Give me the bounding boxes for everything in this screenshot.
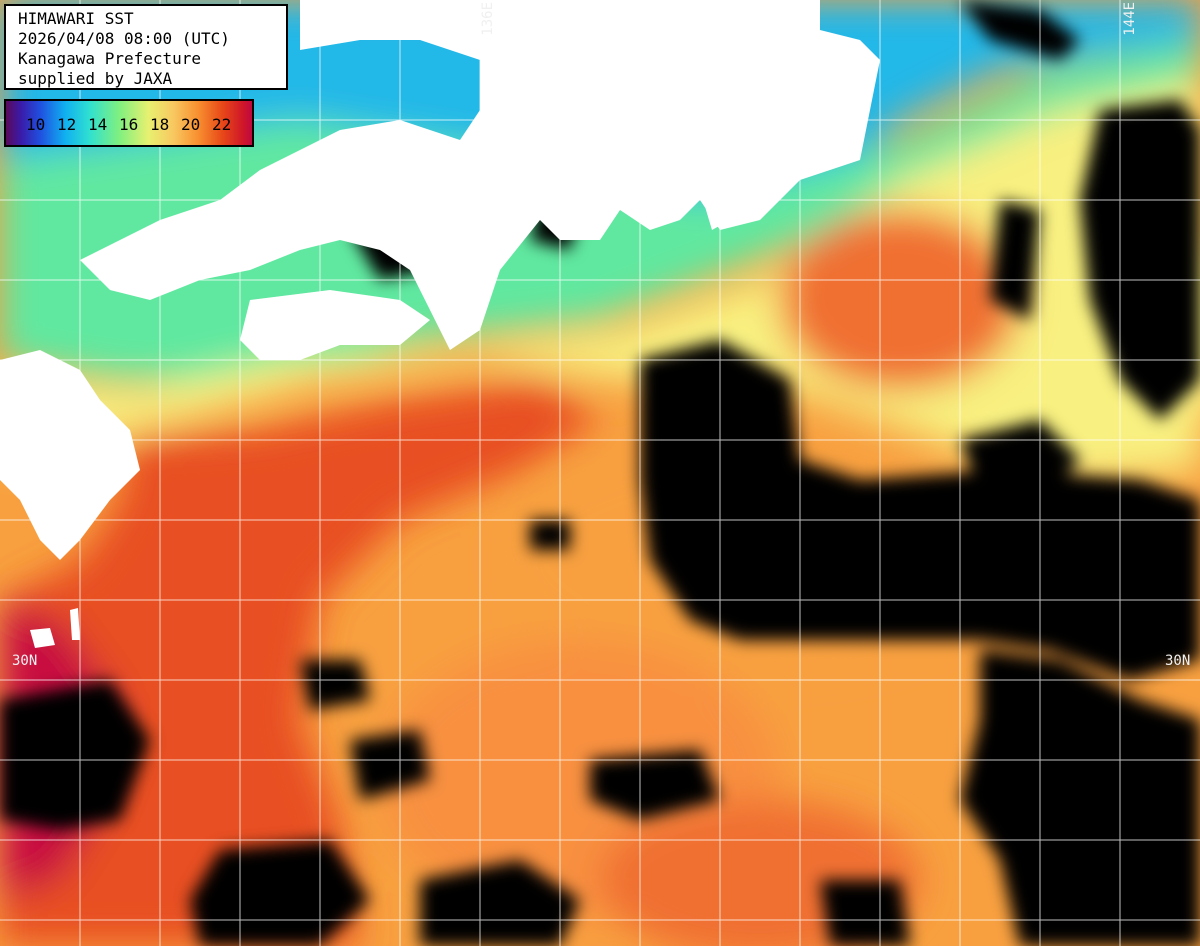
info-location: Kanagawa Prefecture bbox=[18, 49, 202, 68]
legend-label: 10 bbox=[26, 115, 46, 134]
color-scale-legend: 10 12 14 16 18 20 22 bbox=[4, 99, 254, 147]
info-title: HIMAWARI SST bbox=[18, 9, 134, 28]
info-datetime: 2026/04/08 08:00 (UTC) bbox=[18, 29, 230, 48]
info-supplier: supplied by JAXA bbox=[18, 69, 173, 88]
legend-label: 12 bbox=[57, 115, 77, 134]
legend-label: 18 bbox=[150, 115, 170, 134]
lon-label-144e: 144E bbox=[1122, 2, 1138, 36]
lat-label-30n-right: 30N bbox=[1165, 653, 1191, 669]
legend-label: 22 bbox=[212, 115, 232, 134]
lon-label-136e: 136E bbox=[480, 2, 496, 36]
legend-label: 16 bbox=[119, 115, 139, 134]
legend-label: 20 bbox=[181, 115, 201, 134]
legend-label: 14 bbox=[88, 115, 108, 134]
legend-labels: 10 12 14 16 18 20 22 bbox=[26, 115, 243, 134]
info-box: HIMAWARI SST 2026/04/08 08:00 (UTC) Kana… bbox=[4, 4, 288, 90]
lat-label-30n-left: 30N bbox=[12, 653, 38, 669]
